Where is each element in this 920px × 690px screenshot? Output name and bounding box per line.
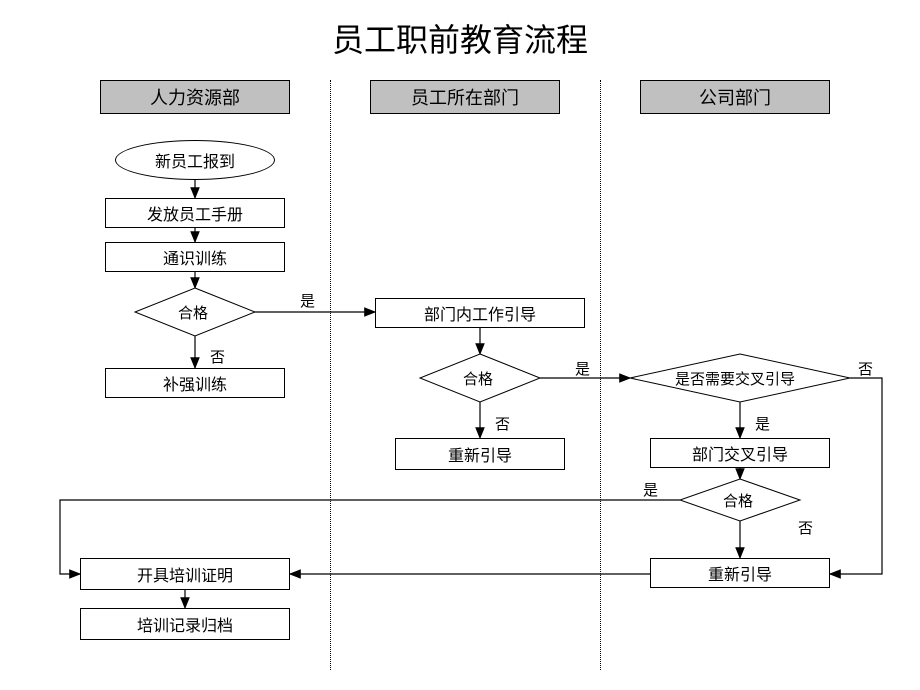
node-cross: 部门交叉引导: [650, 438, 830, 468]
edge-label: 否: [210, 346, 225, 367]
edge-label: 是: [643, 479, 658, 500]
edge-label: 是: [300, 290, 315, 311]
page-title: 员工职前教育流程: [0, 15, 920, 61]
node-start: 新员工报到: [115, 140, 275, 180]
diamond-q4-label: 合格: [723, 490, 753, 511]
edge-label: 否: [858, 358, 873, 379]
node-remedy: 补强训练: [105, 368, 285, 398]
node-deptguide: 部门内工作引导: [375, 298, 585, 328]
lane-header-company: 公司部门: [640, 80, 830, 114]
node-reguide1: 重新引导: [395, 438, 565, 470]
divider-1: [330, 80, 331, 670]
edge-label: 是: [755, 413, 770, 434]
divider-2: [600, 80, 601, 670]
diamond-q2-label: 合格: [463, 368, 493, 389]
edge-label: 否: [495, 413, 510, 434]
node-archive: 培训记录归档: [80, 608, 290, 640]
diamond-q1-label: 合格: [178, 302, 208, 323]
node-reguide2: 重新引导: [650, 558, 830, 588]
diamond-q3-label: 是否需要交叉引导: [675, 368, 795, 389]
node-handbook: 发放员工手册: [105, 198, 285, 228]
lane-header-hr: 人力资源部: [100, 80, 290, 114]
edge-label: 否: [798, 517, 813, 538]
lane-header-dept: 员工所在部门: [370, 80, 560, 114]
node-cert: 开具培训证明: [80, 558, 290, 590]
edge-label: 是: [575, 358, 590, 379]
node-general: 通识训练: [105, 242, 285, 272]
